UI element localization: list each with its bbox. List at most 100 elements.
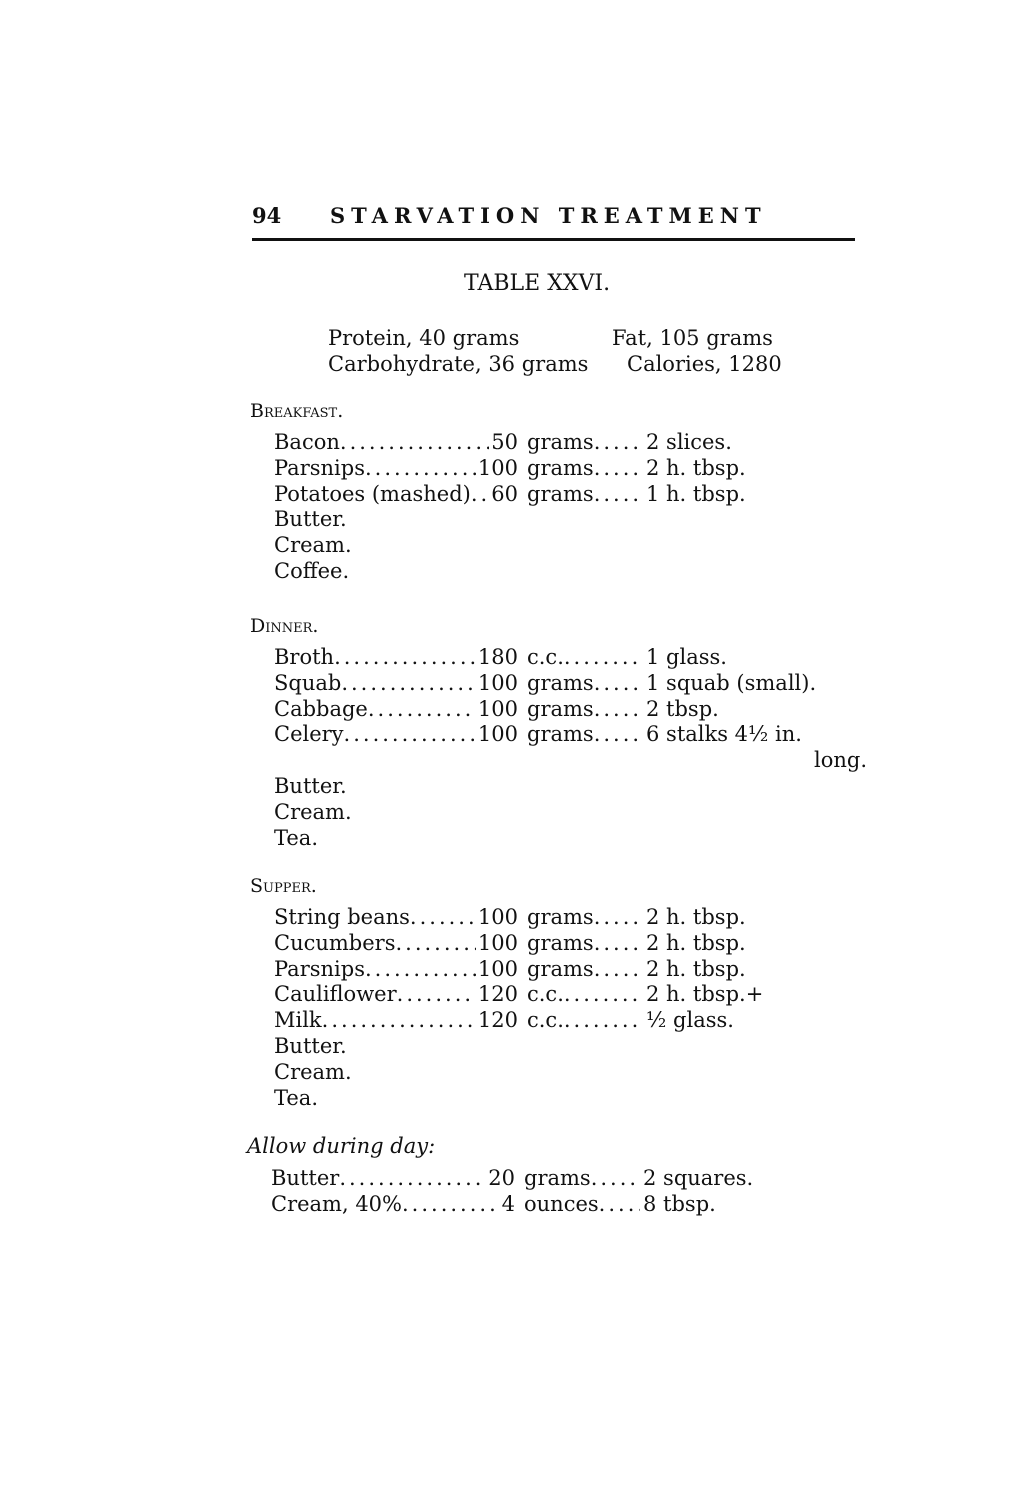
item-measure: 2 slices. <box>646 430 732 454</box>
item-cell: Celery 100 <box>274 722 518 748</box>
unit-cell: grams <box>524 1166 640 1192</box>
running-title: STARVATION TREATMENT <box>330 203 767 228</box>
dot-leader <box>564 645 643 671</box>
dot-leader <box>594 697 643 723</box>
unit-cell: grams <box>527 671 643 697</box>
dot-leader <box>594 905 643 931</box>
macro-calories: Calories, 1280 <box>627 352 782 376</box>
section-breakfast: Breakfast. Bacon 50 grams 2 slices. Parsnips 1… <box>250 400 746 585</box>
item-unit: grams <box>527 722 594 747</box>
item-name: Cauliflower <box>274 982 397 1007</box>
item-name: Cabbage <box>274 696 368 721</box>
item-name: Cream. <box>274 533 352 558</box>
item-measure: 2 h. tbsp. <box>646 905 746 929</box>
dot-leader <box>594 671 643 697</box>
dot-leader <box>594 456 643 482</box>
item-name: Broth <box>274 645 335 669</box>
dot-leader <box>340 430 489 456</box>
item-cell: Parsnips 100 <box>274 456 518 482</box>
table-row: Celery 100 grams 6 stalks 4½ in. <box>274 722 802 748</box>
item-amount: 4 <box>501 1191 515 1216</box>
item-measure: 2 h. tbsp. <box>646 930 746 955</box>
section-heading: Breakfast. <box>250 400 344 422</box>
item-cell: Cucumbers 100 <box>274 931 518 957</box>
table-row: Broth 180 c.c. 1 glass. <box>274 645 727 671</box>
item-amount: 100 <box>477 696 518 721</box>
table-row: Milk 120 c.c. ½ glass. <box>274 1008 734 1034</box>
item-amount: 60 <box>491 481 518 506</box>
table-row: Potatoes (mashed) 60 grams 1 h. tbsp. <box>274 482 746 508</box>
dot-leader <box>341 671 476 697</box>
item-unit: c.c. <box>527 1008 564 1033</box>
dot-leader <box>368 697 476 723</box>
item-amount: 20 <box>488 1166 515 1190</box>
table-row: Cucumbers 100 grams 2 h. tbsp. <box>274 931 746 957</box>
item-name: Bacon <box>274 430 340 454</box>
item-cell: Cauliflower 120 <box>274 982 518 1008</box>
item-cell: Cabbage 100 <box>274 697 518 723</box>
item-cell: Potatoes (mashed) 60 <box>274 482 518 508</box>
table-row: Cream. <box>274 800 352 826</box>
item-name: Tea. <box>274 1085 318 1110</box>
item-cell: Butter 20 <box>271 1166 515 1192</box>
unit-cell: grams <box>527 482 643 508</box>
item-unit: grams <box>527 930 594 955</box>
section-heading: Dinner. <box>250 615 319 637</box>
dot-leader <box>564 982 643 1008</box>
dot-leader <box>599 1192 640 1218</box>
item-name: Butter. <box>274 507 347 532</box>
item-unit: grams <box>527 430 594 454</box>
table-row: Cream, 40% 4 ounces 8 tbsp. <box>271 1191 716 1218</box>
dot-leader <box>402 1192 500 1218</box>
macro-protein: Protein, 40 grams <box>328 326 520 350</box>
item-unit: grams <box>527 455 594 480</box>
dot-leader <box>365 456 476 482</box>
item-name: Cucumbers <box>274 930 396 955</box>
dot-leader <box>344 722 476 748</box>
item-name: String beans <box>274 905 410 929</box>
item-name: Cream, 40% <box>271 1191 402 1216</box>
table-row: Butter. <box>274 774 352 800</box>
unit-cell: c.c. <box>527 645 643 671</box>
table-row: Cream. <box>274 533 352 559</box>
unit-cell: grams <box>527 697 643 723</box>
item-amount: 100 <box>477 670 518 695</box>
running-head: 94 STARVATION TREATMENT <box>252 203 767 228</box>
item-unit: grams <box>524 1166 591 1190</box>
table-row: Parsnips 100 grams 2 h. tbsp. <box>274 957 746 983</box>
item-cell: Parsnips 100 <box>274 957 518 983</box>
item-name: Celery <box>274 722 344 747</box>
item-name: Parsnips <box>274 455 365 480</box>
unit-cell: grams <box>527 957 643 983</box>
dot-leader <box>594 957 643 983</box>
dot-leader <box>334 645 476 671</box>
item-amount: 120 <box>477 1008 518 1033</box>
section-dinner: Dinner. Broth 180 c.c. 1 glass. Squab 100 grams… <box>250 615 867 852</box>
table-row: Butter. <box>274 1034 352 1060</box>
item-unit: c.c. <box>527 645 564 669</box>
unit-cell: grams <box>527 931 643 957</box>
item-amount: 100 <box>477 956 518 981</box>
item-amount: 100 <box>477 930 518 955</box>
item-unit: grams <box>527 670 594 695</box>
dot-leader <box>591 1166 640 1192</box>
dot-leader <box>594 430 643 456</box>
macro-fat: Fat, 105 grams <box>612 326 773 350</box>
table-row: Tea. <box>274 826 352 852</box>
item-measure: ½ glass. <box>646 1008 734 1033</box>
dot-leader <box>410 905 476 931</box>
item-name: Tea. <box>274 825 318 850</box>
item-name: Butter. <box>274 773 347 798</box>
item-measure: 2 tbsp. <box>646 696 719 721</box>
item-name: Butter <box>271 1166 340 1190</box>
item-cell: Broth 180 <box>274 645 518 671</box>
table-row: Cream. <box>274 1060 352 1086</box>
item-measure: 1 glass. <box>646 645 727 669</box>
item-cell: Bacon 50 <box>274 430 518 456</box>
section-heading: Supper. <box>250 875 317 897</box>
section-supper: Supper.String beans100grams2 h. tbsp.Cuc… <box>250 875 763 1111</box>
table-row: Bacon 50 grams 2 slices. <box>274 430 732 456</box>
dot-leader <box>594 722 643 748</box>
dot-leader <box>365 957 476 983</box>
dot-leader <box>564 1008 643 1034</box>
